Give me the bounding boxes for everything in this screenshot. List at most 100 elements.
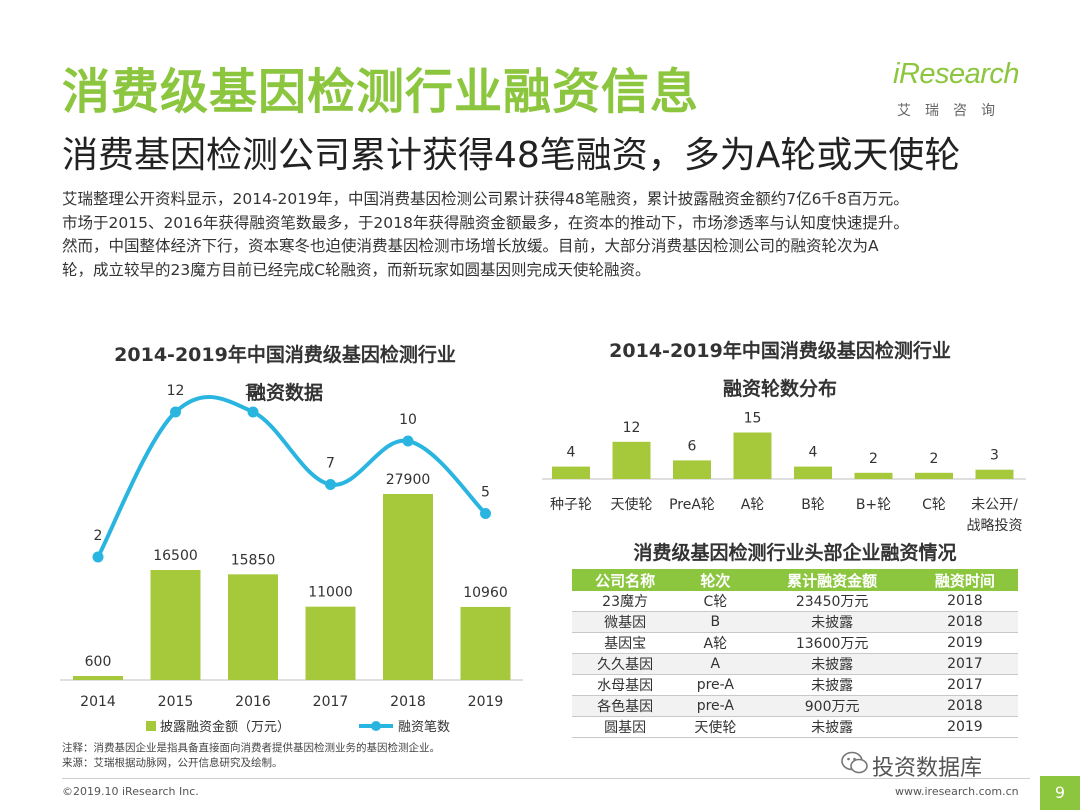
intro-line: 然而，中国整体经济下行，资本寒冬也迫使消费基因检测市场增长放缓。目前，大部分消费… [62,237,879,255]
cell-date: 2019 [911,632,1018,654]
count-point [170,406,181,418]
amount-label: 27900 [386,472,431,488]
amount-bar [73,676,123,680]
round-category-label: B轮 [801,497,825,513]
year-tick: 2014 [80,694,116,710]
table-row: 基因宝 A轮 13600万元 2019 [572,632,1018,654]
cell-company: 圆基因 [572,716,679,738]
intro-line: 轮，成立较早的23魔方目前已经完成C轮融资，而新玩家如圆基因则完成天使轮融资。 [62,260,651,279]
round-value-label: 2 [930,451,939,467]
intro-line: 市场于2015、2016年获得融资笔数最多，于2018年获得融资金额最多，在资本… [62,213,909,232]
header-amount: 累计融资金额 [752,569,912,591]
source-note: 来源：艾瑞根据动脉网，公开信息研究及绘制。 [62,757,283,769]
funding-chart-title-line2: 融资数据 [246,382,323,404]
intro-paragraph: 艾瑞整理公开资料显示，2014-2019年，中国消费基因检测公司累计获得48笔融… [62,188,1032,282]
round-bar [854,472,893,479]
count-point [247,406,259,418]
cell-round: A轮 [678,632,753,654]
year-tick: 2015 [158,694,194,710]
cell-date: 2018 [911,591,1018,612]
cell-company: 基因宝 [572,632,679,654]
cell-round: C轮 [678,591,753,612]
round-bar [915,472,953,479]
table-title: 消费级基因检测行业头部企业融资情况 [633,542,957,564]
header-company: 公司名称 [572,569,679,591]
cell-date: 2018 [911,695,1018,717]
amount-label: 16500 [153,548,198,564]
count-label: 12 [167,383,185,399]
count-label: 10 [399,412,417,428]
round-bar [733,432,772,479]
cell-round: 天使轮 [678,716,753,738]
year-tick: 2018 [390,694,426,710]
rounds-chart-title-line2: 融资轮数分布 [722,378,837,400]
legend-line-label: 融资笔数 [398,719,450,735]
amount-bar [460,606,511,680]
round-category-label: PreA轮 [669,497,715,513]
round-bar [673,460,711,479]
page-title: 消费级基因检测行业融资信息 [62,64,700,120]
round-category-label: B+轮 [856,497,891,513]
count-line [96,394,487,558]
watermark-text: 投资数据库 [872,756,983,781]
page-number: 9 [1040,776,1080,810]
round-category-label: A轮 [741,497,765,513]
page-subtitle: 消费基因检测公司累计获得48笔融资，多为A轮或天使轮 [62,135,961,176]
round-category-label: 战略投资 [967,518,1023,534]
amount-label: 11000 [308,585,353,601]
count-label: 7 [326,456,335,472]
website-url: www.iresearch.com.cn [895,785,1019,798]
rounds-chart-title: 2014-2019年中国消费级基因检测行业 [609,340,951,362]
footer-divider [62,778,1030,779]
funding-chart-title: 2014-2019年中国消费级基因检测行业 [114,344,456,366]
logo-chinese-name: 艾瑞咨询 [897,103,1009,119]
legend-bar-label: 披露融资金额（万元） [160,719,290,735]
cell-round: B [678,611,753,633]
funding-table: 公司名称 轮次 累计融资金额 融资时间 23魔方 C轮 23450万元 2018… [572,569,1018,738]
legend-line-marker [371,721,381,731]
count-point [480,508,491,519]
round-category-label: C轮 [922,497,946,513]
round-value-label: 15 [744,411,762,427]
cell-date: 2018 [911,611,1018,633]
round-value-label: 6 [688,438,697,454]
amount-bar [150,570,201,680]
iresearch-logo: iResearch 艾瑞咨询 [893,58,1025,120]
count-label: 12 [244,383,262,399]
cell-company: 23魔方 [572,591,679,612]
intro-line: 艾瑞整理公开资料显示，2014-2019年，中国消费基因检测公司累计获得48笔融… [62,190,909,208]
logo-wordmark: iResearch [893,58,1020,90]
footnote: 注释：消费基因企业是指具备直接面向消费者提供基因检测业务的基因检测企业。 [62,742,440,754]
count-point [92,551,104,563]
count-point [325,479,336,490]
amount-label: 600 [85,654,112,670]
table-row: 圆基因 天使轮 未披露 2019 [572,716,1018,738]
round-value-label: 12 [623,420,641,436]
count-label: 5 [481,485,490,501]
round-bar [612,441,651,479]
header-date: 融资时间 [911,569,1018,591]
cell-date: 2019 [911,716,1018,738]
table-row: 各色基因 pre-A 900万元 2018 [572,695,1018,717]
cell-amount: 13600万元 [752,632,912,654]
round-bar [975,469,1014,479]
cell-amount: 未披露 [752,716,912,738]
amount-bar [305,606,356,680]
table-row: 微基因 B 未披露 2018 [572,611,1018,633]
cell-amount: 未披露 [752,653,912,675]
cell-amount: 未披露 [752,674,912,696]
cell-company: 各色基因 [572,695,679,717]
round-category-label: 种子轮 [550,497,592,513]
round-category-label: 未公开/ [971,497,1018,513]
table-header-row: 公司名称 轮次 累计融资金额 融资时间 [572,569,1018,591]
wechat-icon [841,751,868,774]
round-value-label: 2 [869,451,878,467]
legend-bar-swatch [146,721,156,731]
table-row: 水母基因 pre-A 未披露 2017 [572,674,1018,696]
header-round: 轮次 [678,569,753,591]
amount-label: 10960 [463,585,508,601]
cell-company: 水母基因 [572,674,679,696]
count-point [402,435,414,447]
round-category-label: 天使轮 [611,496,653,513]
